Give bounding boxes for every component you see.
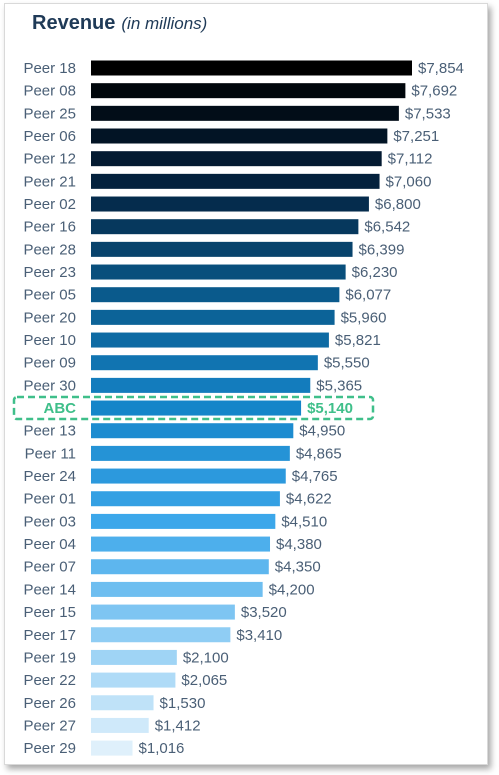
category-label-peer-06: Peer 06 [23, 128, 76, 145]
value-label-peer-30: $5,365 [316, 377, 362, 394]
bar-peer-27 [91, 717, 149, 733]
category-label-peer-27: Peer 27 [23, 717, 76, 734]
category-label-peer-12: Peer 12 [23, 151, 76, 168]
bar-peer-04 [91, 536, 271, 552]
category-label-peer-05: Peer 05 [23, 287, 76, 304]
category-label-peer-14: Peer 14 [23, 581, 76, 598]
bar-peer-10 [91, 332, 329, 348]
value-label-peer-25: $7,533 [405, 105, 451, 122]
value-label-peer-28: $6,399 [359, 241, 405, 258]
category-label-peer-25: Peer 25 [23, 105, 76, 122]
category-label-peer-02: Peer 02 [23, 196, 76, 213]
bar-peer-23 [91, 264, 346, 280]
value-label-peer-20: $5,960 [341, 309, 387, 326]
chart-subtitle: (in millions) [121, 14, 208, 33]
bar-abc [91, 400, 302, 416]
category-label-peer-29: Peer 29 [23, 740, 76, 757]
bar-peer-15 [91, 604, 235, 620]
value-label-peer-17: $3,410 [236, 627, 282, 644]
bar-peer-17 [91, 627, 231, 643]
value-label-peer-22: $2,065 [181, 672, 227, 689]
highlight-box-abc [12, 395, 375, 421]
value-label-peer-11: $4,865 [296, 445, 342, 462]
category-label-peer-10: Peer 10 [23, 332, 76, 349]
category-label-peer-30: Peer 30 [23, 377, 76, 394]
value-label-peer-08: $7,692 [411, 83, 457, 100]
category-label-peer-16: Peer 16 [23, 219, 76, 236]
bar-peer-20 [91, 309, 335, 325]
value-label-peer-12: $7,112 [388, 151, 433, 168]
chart-title: Revenue (in millions) [32, 12, 207, 35]
bar-peer-16 [91, 219, 359, 235]
value-label-peer-09: $5,550 [324, 355, 370, 372]
value-label-peer-06: $7,251 [393, 128, 439, 145]
value-label-peer-23: $6,230 [352, 264, 398, 281]
bar-peer-05 [91, 287, 340, 303]
category-label-peer-09: Peer 09 [23, 355, 76, 372]
bar-peer-29 [91, 740, 133, 756]
category-label-peer-28: Peer 28 [23, 241, 76, 258]
bar-peer-06 [91, 128, 388, 144]
bar-peer-18 [91, 60, 412, 76]
category-label-peer-18: Peer 18 [23, 60, 76, 77]
bar-peer-01 [91, 491, 280, 507]
value-label-peer-13: $4,950 [299, 423, 345, 440]
chart-title-text: Revenue [32, 12, 116, 34]
category-label-peer-01: Peer 01 [23, 491, 76, 508]
value-label-peer-04: $4,380 [276, 536, 322, 553]
bar-peer-26 [91, 695, 154, 711]
bar-peer-19 [91, 649, 177, 665]
bar-peer-13 [91, 423, 294, 439]
category-label-peer-20: Peer 20 [23, 309, 76, 326]
category-label-peer-21: Peer 21 [23, 173, 76, 190]
bar-peer-02 [91, 196, 369, 212]
bar-peer-11 [91, 445, 290, 461]
value-label-peer-07: $4,350 [275, 559, 321, 576]
value-label-peer-27: $1,412 [155, 717, 201, 734]
category-label-peer-07: Peer 07 [23, 559, 76, 576]
category-label-peer-17: Peer 17 [23, 627, 76, 644]
value-label-peer-16: $6,542 [364, 219, 410, 236]
category-label-peer-15: Peer 15 [23, 604, 76, 621]
bar-peer-22 [91, 672, 176, 688]
bar-peer-09 [91, 355, 318, 371]
category-label-peer-03: Peer 03 [23, 513, 76, 530]
category-label-peer-24: Peer 24 [23, 468, 76, 485]
value-label-peer-26: $1,530 [160, 695, 206, 712]
value-label-abc: $5,140 [307, 400, 353, 417]
value-label-peer-19: $2,100 [183, 649, 229, 666]
bar-peer-07 [91, 559, 269, 575]
value-label-peer-14: $4,200 [269, 581, 315, 598]
value-label-peer-18: $7,854 [418, 60, 464, 77]
category-label-peer-08: Peer 08 [23, 83, 76, 100]
bar-peer-30 [91, 377, 311, 393]
bar-peer-08 [91, 83, 406, 99]
value-label-peer-21: $7,060 [386, 173, 432, 190]
bar-peer-12 [91, 151, 382, 167]
category-label-peer-04: Peer 04 [23, 536, 76, 553]
category-label-peer-23: Peer 23 [23, 264, 76, 281]
value-label-peer-01: $4,622 [286, 491, 332, 508]
bar-peer-28 [91, 241, 353, 257]
category-label-peer-19: Peer 19 [23, 649, 76, 666]
value-label-peer-03: $4,510 [281, 513, 327, 530]
value-label-peer-24: $4,765 [292, 468, 338, 485]
category-label-peer-22: Peer 22 [23, 672, 76, 689]
bar-peer-25 [91, 105, 399, 121]
bar-peer-03 [91, 513, 276, 529]
bar-peer-14 [91, 581, 263, 597]
value-label-peer-05: $6,077 [345, 287, 391, 304]
value-label-peer-02: $6,800 [375, 196, 421, 213]
value-label-peer-10: $5,821 [335, 332, 381, 349]
category-label-abc: ABC [44, 400, 77, 417]
bar-peer-21 [91, 173, 380, 189]
category-label-peer-26: Peer 26 [23, 695, 76, 712]
category-label-peer-13: Peer 13 [23, 423, 76, 440]
bar-peer-24 [91, 468, 286, 484]
value-label-peer-15: $3,520 [241, 604, 287, 621]
value-label-peer-29: $1,016 [139, 740, 185, 757]
category-label-peer-11: Peer 11 [25, 445, 76, 462]
